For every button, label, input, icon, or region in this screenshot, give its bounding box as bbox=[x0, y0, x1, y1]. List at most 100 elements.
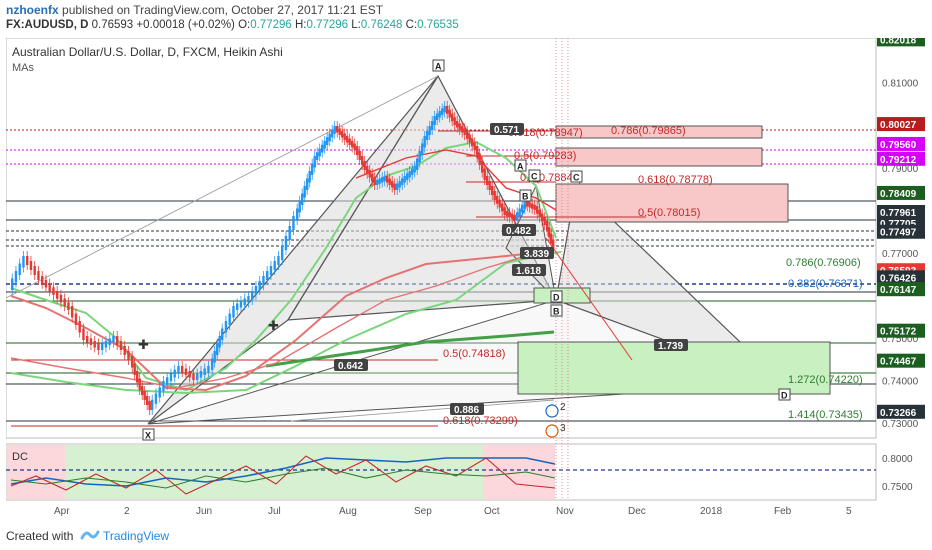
ma-green-slow bbox=[10, 251, 562, 395]
event-icon-flag-1[interactable] bbox=[545, 404, 559, 418]
ohlc-line: FX:AUDUSD, D 0.76593 +0.00018 (+0.02%) O… bbox=[6, 19, 459, 31]
candle-body bbox=[93, 341, 96, 348]
time-tick-label: Feb bbox=[774, 506, 792, 517]
ratio-badge bbox=[334, 359, 368, 371]
candle-body bbox=[119, 341, 123, 350]
price-axis[interactable]: 0.810000.800000.790000.780000.770000.750… bbox=[882, 79, 919, 430]
candle-body bbox=[461, 126, 464, 133]
price-badge-label: 0.73266 bbox=[880, 408, 917, 419]
candle-body bbox=[281, 246, 284, 260]
pattern-point-marker bbox=[778, 388, 791, 401]
candle-body bbox=[97, 343, 100, 350]
osc-zone-bear-1 bbox=[7, 445, 65, 499]
tradingview-logo-icon[interactable] bbox=[80, 526, 100, 544]
candle-body bbox=[393, 183, 396, 190]
low-label: L: bbox=[351, 19, 361, 31]
chart-area[interactable]: DC Australian Dollar/U.S. Dolla bbox=[5, 32, 926, 526]
candle-body bbox=[508, 212, 511, 218]
candle-body bbox=[533, 204, 536, 210]
chart-svg[interactable]: DC Australian Dollar/U.S. Dolla bbox=[5, 32, 926, 526]
candle-body bbox=[213, 351, 216, 363]
candle-body bbox=[493, 191, 496, 200]
pattern-point-label: B bbox=[553, 307, 560, 317]
pattern-point-marker bbox=[570, 170, 583, 183]
ma-red-slow bbox=[10, 251, 547, 392]
osc-zone-bear-2 bbox=[483, 445, 555, 499]
pattern-point-label: D bbox=[553, 293, 560, 303]
candle-body bbox=[308, 171, 311, 183]
osc-line-blue bbox=[10, 457, 556, 487]
candle-body bbox=[426, 131, 429, 140]
created-with-label: Created with bbox=[6, 529, 74, 543]
candle-body bbox=[433, 116, 436, 125]
candle-body bbox=[528, 202, 531, 208]
candles-group[interactable] bbox=[11, 101, 555, 415]
candle-body bbox=[318, 148, 321, 157]
pattern-point-label: D bbox=[781, 391, 788, 401]
candle-body bbox=[14, 271, 18, 283]
price-tick-label: 0.79000 bbox=[882, 164, 919, 175]
fib-label: 0.5(0.74818) bbox=[443, 348, 505, 360]
candle-body bbox=[224, 321, 228, 333]
candle-body bbox=[326, 137, 329, 145]
candle-body bbox=[366, 166, 369, 174]
candle-body bbox=[52, 287, 55, 295]
event-label-2: 2 bbox=[560, 402, 566, 413]
candle-body bbox=[503, 207, 506, 215]
price-badge bbox=[877, 323, 925, 338]
candle-body bbox=[552, 239, 555, 250]
candle-body bbox=[351, 141, 354, 148]
candle-body bbox=[453, 117, 456, 125]
header-bar: nzhoenfx published on TradingView.com, O… bbox=[0, 0, 932, 38]
ratio-label: 0.642 bbox=[338, 361, 363, 372]
price-badge-label: 0.79212 bbox=[880, 155, 917, 166]
candle-body bbox=[431, 121, 434, 130]
price-badge-label: 0.76147 bbox=[880, 285, 917, 296]
candle-body bbox=[136, 371, 139, 383]
price-change: +0.00018 (+0.02%) bbox=[136, 19, 235, 31]
candle-body bbox=[401, 178, 404, 185]
candle-body bbox=[468, 134, 471, 143]
candle-body bbox=[284, 236, 288, 250]
price-badge bbox=[877, 224, 925, 239]
candle-body bbox=[303, 186, 306, 198]
candle-body bbox=[148, 401, 151, 410]
pattern-point-marker bbox=[550, 304, 563, 317]
ratio-badge bbox=[520, 247, 554, 259]
candle-body bbox=[438, 111, 441, 118]
price-badge bbox=[877, 205, 925, 219]
candle-body bbox=[11, 278, 14, 290]
osc-zone-bull-2 bbox=[215, 445, 483, 499]
fib-label: 0.5(0.78015) bbox=[638, 207, 700, 219]
osc-tick-0: 0.8000 bbox=[882, 454, 913, 465]
time-axis[interactable]: Apr 2 Jun Jul Aug Sep Oct Nov Dec 2018 Feb 5 bbox=[6, 499, 876, 517]
candle-body bbox=[506, 211, 509, 217]
candle-body bbox=[37, 271, 40, 280]
candle-body bbox=[239, 301, 243, 308]
candle-body bbox=[456, 121, 459, 128]
candle-body bbox=[192, 373, 195, 380]
candle-body bbox=[108, 338, 111, 345]
fib-label: 0.382(0.76371) bbox=[788, 278, 863, 290]
tradingview-brand-link[interactable]: TradingView bbox=[103, 529, 170, 543]
candle-body bbox=[346, 136, 349, 143]
price-badge bbox=[877, 282, 925, 297]
candle-body bbox=[358, 151, 361, 160]
candle-body bbox=[33, 266, 36, 275]
candle-body bbox=[207, 366, 210, 373]
ratio-badge bbox=[654, 339, 688, 351]
ma-indicator-label: MAs bbox=[12, 62, 35, 74]
candle-body bbox=[343, 133, 346, 140]
zone-sell-2[interactable] bbox=[555, 147, 763, 167]
price-badge-label: 0.80027 bbox=[880, 120, 917, 131]
time-tick-label: 2 bbox=[124, 506, 130, 517]
zone-sell-3[interactable] bbox=[555, 183, 789, 223]
event-icon-flag-2[interactable] bbox=[545, 424, 559, 438]
pattern-point-label: C bbox=[531, 172, 538, 182]
candle-body bbox=[169, 373, 173, 382]
candle-body bbox=[166, 377, 169, 385]
candle-body bbox=[486, 176, 489, 185]
candle-body bbox=[71, 306, 74, 318]
candle-body bbox=[398, 181, 401, 188]
author-link[interactable]: nzhoenfx bbox=[6, 3, 59, 17]
